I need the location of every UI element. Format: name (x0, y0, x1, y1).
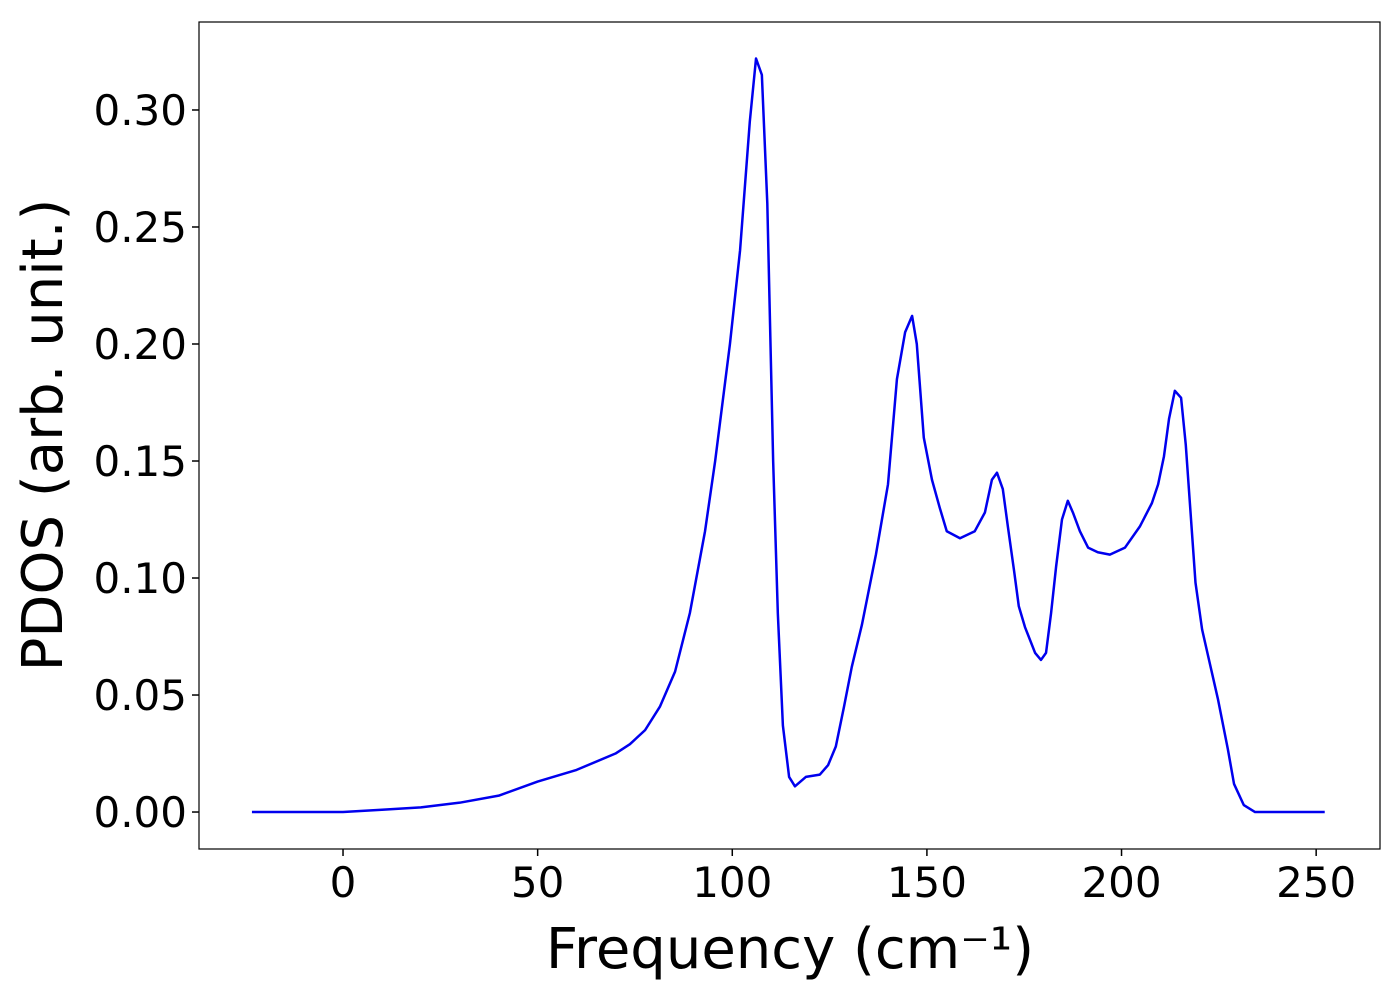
y-tick-label: 0.20 (93, 320, 187, 369)
x-tick-label: 100 (692, 858, 772, 907)
y-tick-label: 0.25 (93, 203, 187, 252)
y-tick-label: 0.00 (93, 788, 187, 837)
plot-frame (198, 21, 1381, 850)
x-tick-label: 0 (330, 858, 357, 907)
y-tick-label: 0.30 (93, 86, 187, 135)
y-tick-label: 0.10 (93, 554, 187, 603)
line-series (251, 57, 1325, 814)
y-axis-label: PDOS (arb. unit.) (11, 199, 76, 672)
x-tick-label: 250 (1276, 858, 1356, 907)
x-axis-label: Frequency (cm⁻¹) (546, 917, 1034, 982)
x-tick-label: 150 (887, 858, 967, 907)
y-tick-label: 0.15 (93, 437, 187, 486)
x-tick-label: 50 (511, 858, 564, 907)
x-tick-label: 200 (1081, 858, 1161, 907)
y-tick-label: 0.05 (93, 671, 187, 720)
